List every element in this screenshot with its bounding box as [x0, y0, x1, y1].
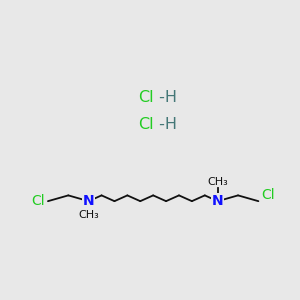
Text: CH₃: CH₃ [78, 210, 99, 220]
Text: Cl: Cl [32, 194, 45, 208]
Text: N: N [212, 194, 224, 208]
Text: -H: -H [154, 117, 177, 132]
Text: CH₃: CH₃ [207, 177, 228, 187]
Text: Cl: Cl [138, 117, 154, 132]
Text: Cl: Cl [261, 188, 275, 203]
Text: N: N [83, 194, 94, 208]
Text: -H: -H [154, 90, 177, 105]
Text: Cl: Cl [138, 90, 154, 105]
